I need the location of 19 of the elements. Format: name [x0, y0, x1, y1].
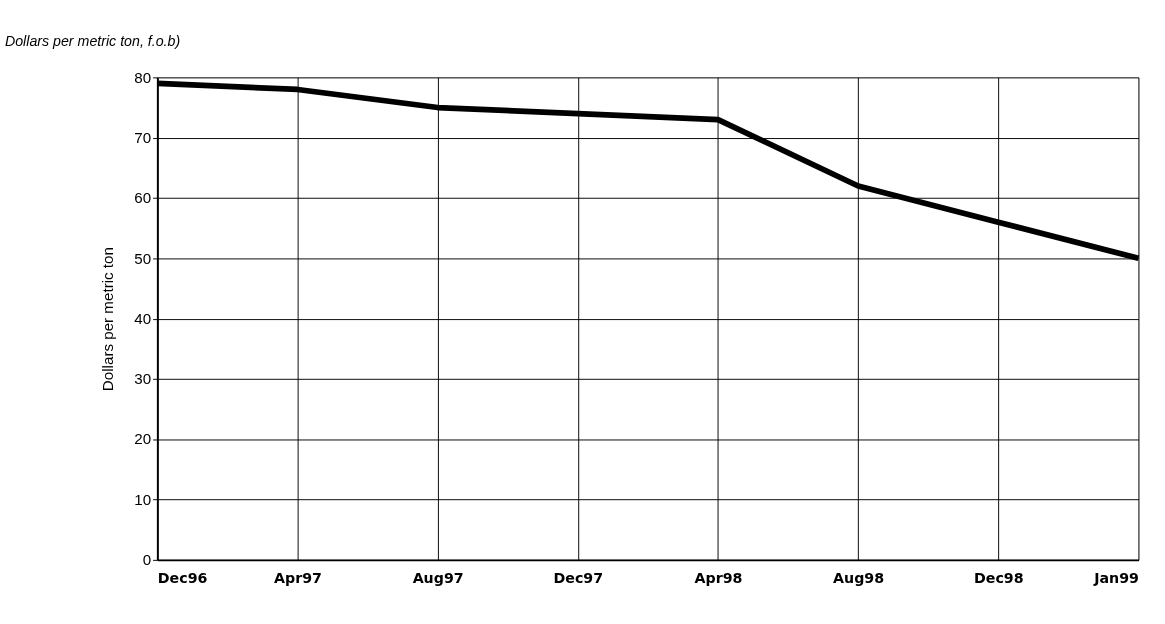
- y-tick-label: 50: [134, 249, 152, 267]
- x-tick-label: Apr97: [274, 570, 322, 587]
- y-tick-label: 80: [134, 68, 152, 86]
- x-tick-label: Dec96: [157, 570, 208, 587]
- x-tick-label: Apr98: [694, 570, 743, 587]
- y-tick-label: 60: [134, 189, 152, 207]
- x-tick-label: Dec97: [553, 570, 604, 587]
- y-tick-label: 40: [134, 309, 152, 327]
- x-tick-label: Aug97: [412, 570, 464, 587]
- y-tick-label: 10: [134, 490, 152, 508]
- chart-title: Dollars per metric ton, f.o.b): [4, 33, 181, 50]
- y-tick-label: 70: [134, 128, 152, 146]
- y-tick-label: 30: [134, 370, 152, 388]
- y-axis-title: Dollars per metric ton: [98, 247, 116, 392]
- x-tick-label: Dec98: [973, 570, 1024, 587]
- x-tick-label: Aug98: [833, 570, 885, 587]
- x-tick-label: Jan99: [1093, 570, 1139, 587]
- y-tick-label: 0: [142, 551, 152, 569]
- y-tick-label: 20: [134, 430, 152, 448]
